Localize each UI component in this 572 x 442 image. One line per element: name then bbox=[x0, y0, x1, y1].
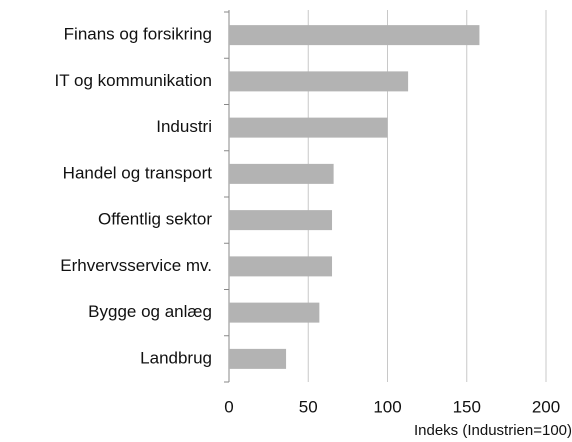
y-tick-label: Bygge og anlæg bbox=[88, 302, 212, 321]
bar bbox=[229, 163, 334, 184]
x-tick-label: 0 bbox=[224, 397, 233, 416]
x-tick-label: 50 bbox=[299, 397, 318, 416]
y-tick-label: Offentlig sektor bbox=[98, 210, 212, 229]
y-tick-label: Landbrug bbox=[140, 348, 212, 367]
y-tick-label: Erhvervsservice mv. bbox=[60, 256, 212, 275]
bar bbox=[229, 302, 320, 323]
x-tick-label: 100 bbox=[373, 397, 401, 416]
y-tick-label: Finans og forsikring bbox=[64, 25, 212, 44]
y-tick-label: Industri bbox=[156, 117, 212, 136]
y-tick-label: IT og kommunikation bbox=[55, 71, 212, 90]
bar bbox=[229, 25, 480, 46]
bar bbox=[229, 256, 333, 277]
bar bbox=[229, 348, 287, 369]
bar bbox=[229, 117, 388, 138]
x-axis-label: Indeks (Industrien=100) bbox=[414, 422, 572, 439]
x-tick-label: 200 bbox=[532, 397, 560, 416]
bar bbox=[229, 71, 409, 92]
y-tick-label: Handel og transport bbox=[63, 163, 213, 182]
x-tick-label: 150 bbox=[453, 397, 481, 416]
bar bbox=[229, 210, 333, 231]
